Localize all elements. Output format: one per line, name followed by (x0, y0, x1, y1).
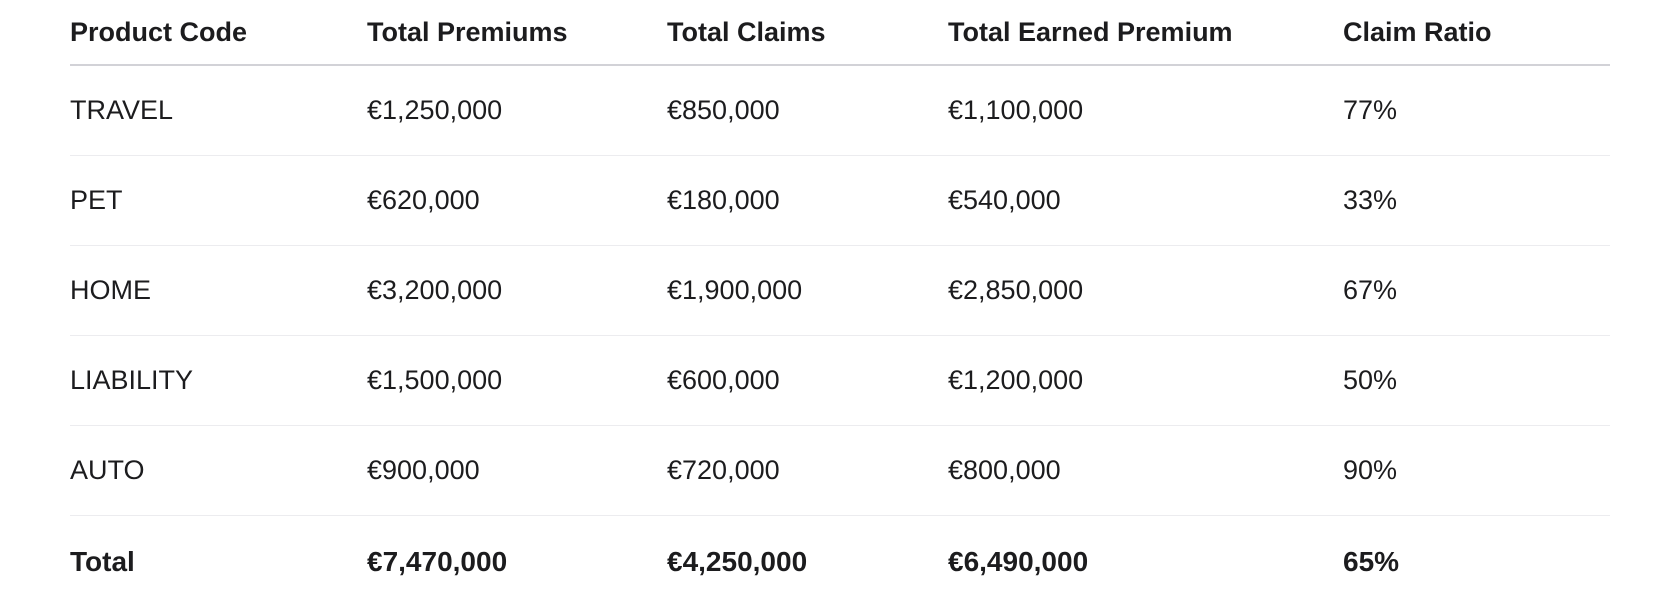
total-earned-premium: €6,490,000 (948, 546, 1089, 577)
cell-product-code: TRAVEL (70, 65, 367, 156)
table-header: Product Code Total Premiums Total Claims… (70, 0, 1610, 66)
cell-total-claims: €720,000 (667, 425, 948, 516)
table-row: PET €620,000 €180,000 €540,000 33% (70, 155, 1610, 246)
total-premiums: €7,470,000 (367, 546, 508, 577)
header-claim-ratio[interactable]: Claim Ratio (1343, 0, 1610, 66)
cell-claim-ratio: 33% (1343, 155, 1610, 246)
cell-total-premiums: €1,500,000 (367, 335, 667, 426)
cell-total-earned-premium: €1,100,000 (948, 65, 1343, 156)
cell-total-premiums: €620,000 (367, 155, 667, 246)
insurance-summary-table-container: Product Code Total Premiums Total Claims… (70, 0, 1610, 608)
cell-total-premiums: €900,000 (367, 425, 667, 516)
cell-total-earned-premium: €540,000 (948, 155, 1343, 246)
cell-total-earned-premium: €2,850,000 (948, 245, 1343, 336)
table-row: TRAVEL €1,250,000 €850,000 €1,100,000 77… (70, 65, 1610, 156)
cell-total-earned-premium: €1,200,000 (948, 335, 1343, 426)
header-row: Product Code Total Premiums Total Claims… (70, 0, 1610, 66)
table-row: AUTO €900,000 €720,000 €800,000 90% (70, 425, 1610, 516)
cell-total-claims: €850,000 (667, 65, 948, 156)
total-row: Total €7,470,000 €4,250,000 €6,490,000 6… (70, 516, 1610, 609)
cell-product-code: LIABILITY (70, 335, 367, 426)
total-label: Total (70, 546, 135, 577)
cell-total-premiums: €1,250,000 (367, 65, 667, 156)
cell-claim-ratio: 67% (1343, 245, 1610, 336)
header-total-premiums[interactable]: Total Premiums (367, 0, 667, 66)
cell-product-code: AUTO (70, 425, 367, 516)
cell-claim-ratio: 90% (1343, 425, 1610, 516)
cell-claim-ratio: 77% (1343, 65, 1610, 156)
insurance-summary-table: Product Code Total Premiums Total Claims… (70, 0, 1610, 608)
header-product-code[interactable]: Product Code (70, 0, 367, 66)
table-row: LIABILITY €1,500,000 €600,000 €1,200,000… (70, 335, 1610, 426)
cell-total-premiums: €3,200,000 (367, 245, 667, 336)
total-claims: €4,250,000 (667, 546, 808, 577)
cell-product-code: PET (70, 155, 367, 246)
cell-total-claims: €180,000 (667, 155, 948, 246)
header-total-earned-premium[interactable]: Total Earned Premium (948, 0, 1343, 66)
cell-total-earned-premium: €800,000 (948, 425, 1343, 516)
cell-total-claims: €1,900,000 (667, 245, 948, 336)
header-total-claims[interactable]: Total Claims (667, 0, 948, 66)
total-claim-ratio: 65% (1343, 546, 1400, 577)
cell-claim-ratio: 50% (1343, 335, 1610, 426)
cell-product-code: HOME (70, 245, 367, 336)
table-row: HOME €3,200,000 €1,900,000 €2,850,000 67… (70, 245, 1610, 336)
table-body: TRAVEL €1,250,000 €850,000 €1,100,000 77… (70, 65, 1610, 608)
cell-total-claims: €600,000 (667, 335, 948, 426)
